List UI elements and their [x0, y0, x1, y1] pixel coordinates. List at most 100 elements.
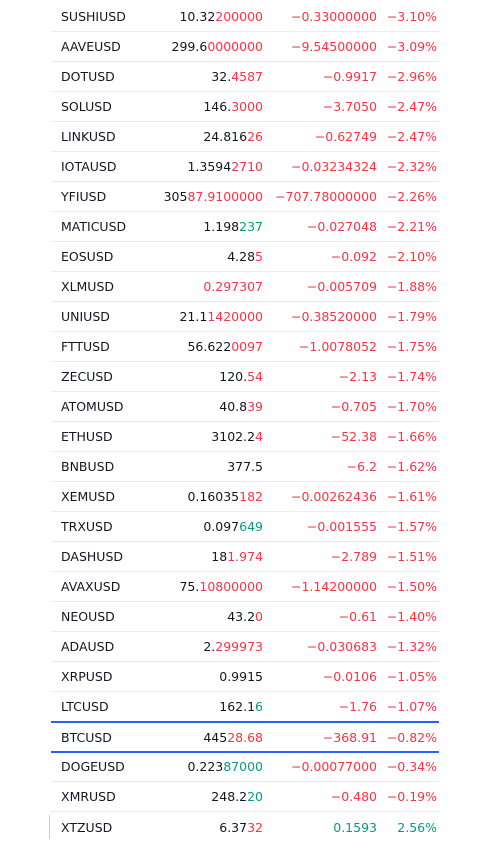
watchlist-row[interactable]: LTCUSD 162.1 6 −1.76 −1.07%: [51, 692, 439, 722]
symbol-name: SUSHIUSD: [61, 9, 126, 24]
symbol-name: XEMUSD: [61, 489, 115, 504]
price-change-percent: −1.70%: [386, 399, 437, 414]
watchlist-row[interactable]: DOGEUSD 0.223 87000 −0.00077000 −0.34%: [51, 752, 439, 782]
price-change-percent: −0.82%: [386, 729, 437, 745]
symbol-name: ADAUSD: [61, 639, 115, 654]
watchlist-row[interactable]: SUSHIUSD 10.32 200000 −0.33000000 −3.10%: [51, 2, 439, 32]
last-price-changed-digits: 3000: [231, 99, 263, 114]
watchlist-row[interactable]: ETHUSD 3102.2 4 −52.38 −1.66%: [51, 422, 439, 452]
last-price: 40.8 39: [113, 392, 263, 421]
last-price-base: 2.: [203, 639, 216, 654]
symbol-name: EOSUSD: [61, 249, 114, 264]
watchlist-row[interactable]: IOTAUSD 1.3594 2710 −0.03234324 −2.32%: [51, 152, 439, 182]
last-price-changed-digits: 1.974: [227, 549, 263, 564]
watchlist-row[interactable]: XLMUSD 0.297307 −0.005709 −1.88%: [51, 272, 439, 302]
watchlist-row[interactable]: DASHUSD 18 1.974 −2.789 −1.51%: [51, 542, 439, 572]
watchlist-row[interactable]: EOSUSD 4.28 5 −0.092 −2.10%: [51, 242, 439, 272]
price-change: −368.91: [322, 729, 377, 745]
price-change: −0.705: [330, 399, 377, 414]
watchlist-row[interactable]: AAVEUSD 299.6 0000000 −9.54500000 −3.09%: [51, 32, 439, 62]
last-price-base: 32.: [211, 69, 232, 84]
last-price: 120. 54: [113, 362, 263, 391]
watchlist-row[interactable]: DOTUSD 32. 4587 −0.9917 −2.96%: [51, 62, 439, 92]
watchlist-row[interactable]: XEMUSD 0.16035 182 −0.00262436 −1.61%: [51, 482, 439, 512]
last-price-base: 10.32: [179, 9, 216, 24]
watchlist-row[interactable]: XMRUSD 248.2 20 −0.480 −0.19%: [51, 782, 439, 812]
last-price: 1.198 237: [113, 212, 263, 241]
last-price-changed-digits: 26: [247, 129, 263, 144]
last-price-base: 6.37: [219, 819, 248, 835]
last-price: 0.9915: [113, 662, 263, 691]
last-price: 0.223 87000: [113, 752, 263, 781]
symbol-name: BTCUSD: [61, 729, 112, 745]
watchlist-row[interactable]: MATICUSD 1.198 237 −0.027048 −2.21%: [51, 212, 439, 242]
watchlist-row[interactable]: AVAXUSD 75. 10800000 −1.14200000 −1.50%: [51, 572, 439, 602]
watchlist-row[interactable]: ATOMUSD 40.8 39 −0.705 −1.70%: [51, 392, 439, 422]
symbol-name: MATICUSD: [61, 219, 127, 234]
last-price-base: 21.1: [179, 309, 208, 324]
price-change: −52.38: [330, 429, 377, 444]
price-change: −0.480: [330, 789, 377, 804]
last-price-changed-digits: 1420000: [207, 309, 263, 324]
price-change-percent: −2.47%: [386, 99, 437, 114]
last-price: 0.097 649: [113, 512, 263, 541]
price-change: −0.00262436: [290, 489, 377, 504]
last-price-changed-digits: 4: [255, 429, 263, 444]
symbol-name: XRPUSD: [61, 669, 113, 684]
watchlist-row[interactable]: YFIUSD 305 87.9100000 −707.78000000 −2.26%: [51, 182, 439, 212]
watchlist-row[interactable]: SOLUSD 146. 3000 −3.7050 −2.47%: [51, 92, 439, 122]
symbol-name: DOGEUSD: [61, 759, 125, 774]
last-price-base: 445: [203, 729, 228, 745]
price-change: −0.0106: [322, 669, 377, 684]
last-price: 6.37 32: [113, 812, 263, 842]
price-change-percent: −1.74%: [386, 369, 437, 384]
price-change: −9.54500000: [290, 39, 377, 54]
price-change: −1.0078052: [298, 339, 377, 354]
symbol-name: AVAXUSD: [61, 579, 121, 594]
last-price-base: 43.2: [227, 609, 256, 624]
price-change-percent: −2.96%: [386, 69, 437, 84]
watchlist-row[interactable]: XRPUSD 0.9915 −0.0106 −1.05%: [51, 662, 439, 692]
price-change: −0.030683: [306, 639, 377, 654]
last-price-changed-digits: 0: [255, 609, 263, 624]
price-change: −0.62749: [314, 129, 377, 144]
watchlist-row[interactable]: TRXUSD 0.097 649 −0.001555 −1.57%: [51, 512, 439, 542]
last-price-changed-digits: 32: [247, 819, 263, 835]
price-change: −0.9917: [322, 69, 377, 84]
symbol-name: DOTUSD: [61, 69, 115, 84]
price-change-percent: −1.79%: [386, 309, 437, 324]
last-price-base: 1.198: [203, 219, 240, 234]
watchlist-row-selected[interactable]: BTCUSD 445 28.68 −368.91 −0.82%: [51, 721, 439, 753]
last-price-base: 40.8: [219, 399, 248, 414]
watchlist-row[interactable]: XTZUSD 6.37 32 0.1593 2.56%: [49, 812, 439, 842]
watchlist-row[interactable]: BNBUSD 377.5 −6.2 −1.62%: [51, 452, 439, 482]
symbol-name: ATOMUSD: [61, 399, 124, 414]
price-change: −707.78000000: [275, 189, 377, 204]
watchlist-row[interactable]: UNIUSD 21.1 1420000 −0.38520000 −1.79%: [51, 302, 439, 332]
price-change-percent: −2.26%: [386, 189, 437, 204]
symbol-name: NEOUSD: [61, 609, 115, 624]
price-change: −0.092: [330, 249, 377, 264]
watchlist-row[interactable]: ADAUSD 2. 299973 −0.030683 −1.32%: [51, 632, 439, 662]
price-change: −3.7050: [322, 99, 377, 114]
last-price-base: 56.622: [187, 339, 232, 354]
last-price-changed-digits: 0000000: [207, 39, 263, 54]
last-price-changed-digits: 4587: [231, 69, 263, 84]
symbol-name: LINKUSD: [61, 129, 116, 144]
price-change: 0.1593: [333, 819, 377, 835]
watchlist-row[interactable]: LINKUSD 24.816 26 −0.62749 −2.47%: [51, 122, 439, 152]
last-price-base: 0.16035: [187, 489, 240, 504]
last-price: 43.2 0: [113, 602, 263, 631]
last-price: 4.28 5: [113, 242, 263, 271]
last-price: 1.3594 2710: [113, 152, 263, 181]
price-change: −0.027048: [306, 219, 377, 234]
last-price-base: 146.: [203, 99, 232, 114]
watchlist-row[interactable]: FTTUSD 56.622 0097 −1.0078052 −1.75%: [51, 332, 439, 362]
price-change-percent: −2.21%: [386, 219, 437, 234]
symbol-name: ZECUSD: [61, 369, 113, 384]
last-price-base: 305: [163, 189, 188, 204]
watchlist-row[interactable]: NEOUSD 43.2 0 −0.61 −1.40%: [51, 602, 439, 632]
watchlist-row[interactable]: ZECUSD 120. 54 −2.13 −1.74%: [51, 362, 439, 392]
last-price-base: 120.: [219, 369, 248, 384]
last-price: 2. 299973: [113, 632, 263, 661]
